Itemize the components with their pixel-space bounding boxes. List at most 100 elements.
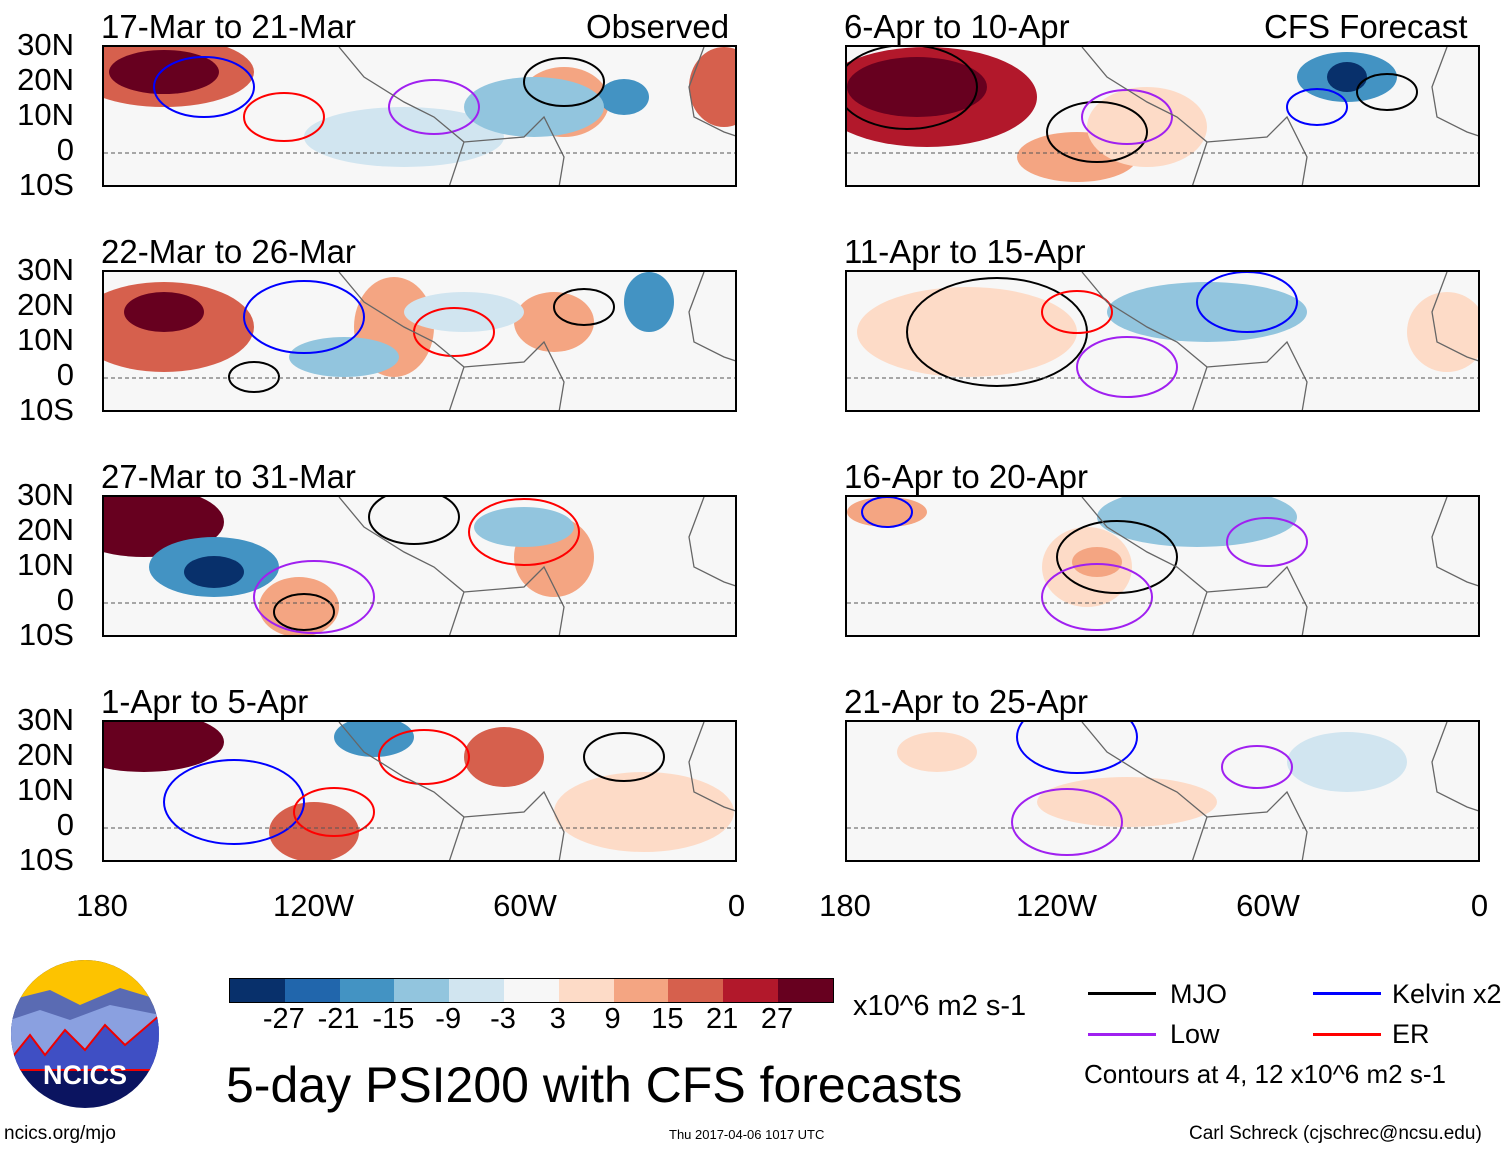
lat-label: 20N [17, 737, 74, 772]
anomaly-shading [1287, 732, 1407, 792]
footer-url[interactable]: ncics.org/mjo [4, 1123, 116, 1144]
contour-line [847, 47, 978, 130]
anomaly-shading [259, 577, 339, 635]
lon-label: 0 [1470, 888, 1489, 923]
contour-line [1041, 563, 1153, 631]
lat-label: 10N [17, 322, 74, 357]
contour-line [368, 497, 460, 545]
coastline [338, 497, 735, 635]
lat-label: 30N [17, 27, 74, 62]
contour-line [523, 57, 605, 107]
forecast-label: CFS Forecast [1264, 8, 1468, 45]
lat-label: 0 [56, 582, 74, 617]
colorbar-label: 15 [651, 1003, 684, 1035]
anomaly-shading [334, 722, 414, 757]
map-panel-forecast-1 [845, 45, 1480, 187]
colorbar-swatch [449, 979, 504, 1002]
lat-label: 10N [17, 772, 74, 807]
anomaly-shading [514, 292, 594, 352]
lon-label: 180 [76, 888, 128, 923]
lat-label: 0 [56, 357, 74, 392]
lon-label: 120W [273, 888, 354, 923]
coastline [338, 47, 735, 185]
lat-label: 0 [56, 807, 74, 842]
contour-line [1056, 520, 1178, 594]
contour-line [388, 79, 480, 135]
legend-mjo: MJO [1170, 979, 1227, 1009]
lon-label: 60W [1236, 888, 1300, 923]
panel-title: 17-Mar to 21-Mar [101, 8, 356, 45]
lat-label: 10S [18, 842, 74, 877]
legend-kelvin-line [1313, 992, 1381, 995]
legend-low-line [1088, 1033, 1156, 1036]
anomaly-shading [847, 497, 927, 527]
footer-credit: Carl Schreck (cjschrec@ncsu.edu) [1189, 1123, 1482, 1144]
contour-line [1011, 788, 1123, 856]
contour-line [243, 280, 365, 354]
contour-line [468, 498, 580, 566]
lon-label: 0 [727, 888, 746, 923]
contour-line [1356, 73, 1418, 111]
anomaly-shading [1327, 62, 1367, 92]
lat-label: 30N [17, 477, 74, 512]
coastline [338, 272, 735, 410]
anomaly-shading [1072, 547, 1122, 577]
lat-label: 10S [18, 392, 74, 427]
anomaly-shading [857, 287, 1077, 377]
contour-line [228, 361, 280, 393]
colorbar-swatch [230, 979, 285, 1002]
anomaly-shading [1407, 292, 1478, 372]
coastline [338, 722, 735, 860]
colorbar-label: -15 [372, 1003, 415, 1035]
lat-label: 10S [18, 167, 74, 202]
map-panel-observed-3 [102, 495, 737, 637]
anomaly-shading [897, 732, 977, 772]
colorbar-label: -27 [262, 1003, 305, 1035]
contour-line [553, 288, 615, 326]
map-panel-forecast-2 [845, 270, 1480, 412]
colorbar-label: -3 [490, 1003, 516, 1035]
lon-label: 180 [819, 888, 871, 923]
map-panel-observed-2 [102, 270, 737, 412]
colorbar-label: -9 [435, 1003, 462, 1035]
contour-line [1196, 272, 1298, 333]
panel-title: 16-Apr to 20-Apr [844, 458, 1088, 495]
colorbar-units: x10^6 m2 s-1 [853, 990, 1027, 1022]
map-panel-observed-1 [102, 45, 737, 187]
colorbar-label: 27 [760, 1003, 794, 1035]
lat-label: 30N [17, 702, 74, 737]
colorbar [229, 978, 834, 1003]
contour-line [1046, 101, 1148, 163]
map-panel-forecast-3 [845, 495, 1480, 637]
lat-label: 10S [18, 617, 74, 652]
anomaly-shading [847, 57, 987, 117]
figure-title: 5-day PSI200 with CFS forecasts [226, 1057, 963, 1113]
observed-label: Observed [586, 8, 730, 45]
lon-label: 120W [1016, 888, 1097, 923]
contour-line [153, 56, 255, 118]
contour-line [861, 497, 913, 528]
legend-kelvin: Kelvin x2 [1392, 979, 1502, 1009]
contour-line [1041, 290, 1113, 334]
anomaly-shading [464, 77, 604, 137]
legend-mjo-line [1088, 992, 1156, 995]
coastline [1081, 272, 1478, 410]
contour-line [293, 787, 375, 837]
coastline [1081, 722, 1478, 860]
anomaly-shading [554, 772, 734, 852]
anomaly-shading [624, 272, 674, 332]
colorbar-swatch [284, 979, 340, 1002]
anomaly-shading [289, 337, 399, 377]
contour-line [1226, 517, 1308, 567]
anomaly-shading [184, 556, 244, 588]
colorbar-swatch [503, 979, 559, 1002]
colorbar-swatch [613, 979, 669, 1002]
colorbar-swatch [558, 979, 614, 1002]
colorbar-label: -21 [317, 1003, 360, 1035]
footer-timestamp: Thu 2017-04-06 1017 UTC [669, 1127, 825, 1142]
panel-title: 27-Mar to 31-Mar [101, 458, 356, 495]
colorbar-swatch [394, 979, 450, 1002]
anomaly-shading [689, 47, 735, 127]
anomaly-shading [1097, 497, 1297, 547]
contour-line [583, 732, 665, 782]
